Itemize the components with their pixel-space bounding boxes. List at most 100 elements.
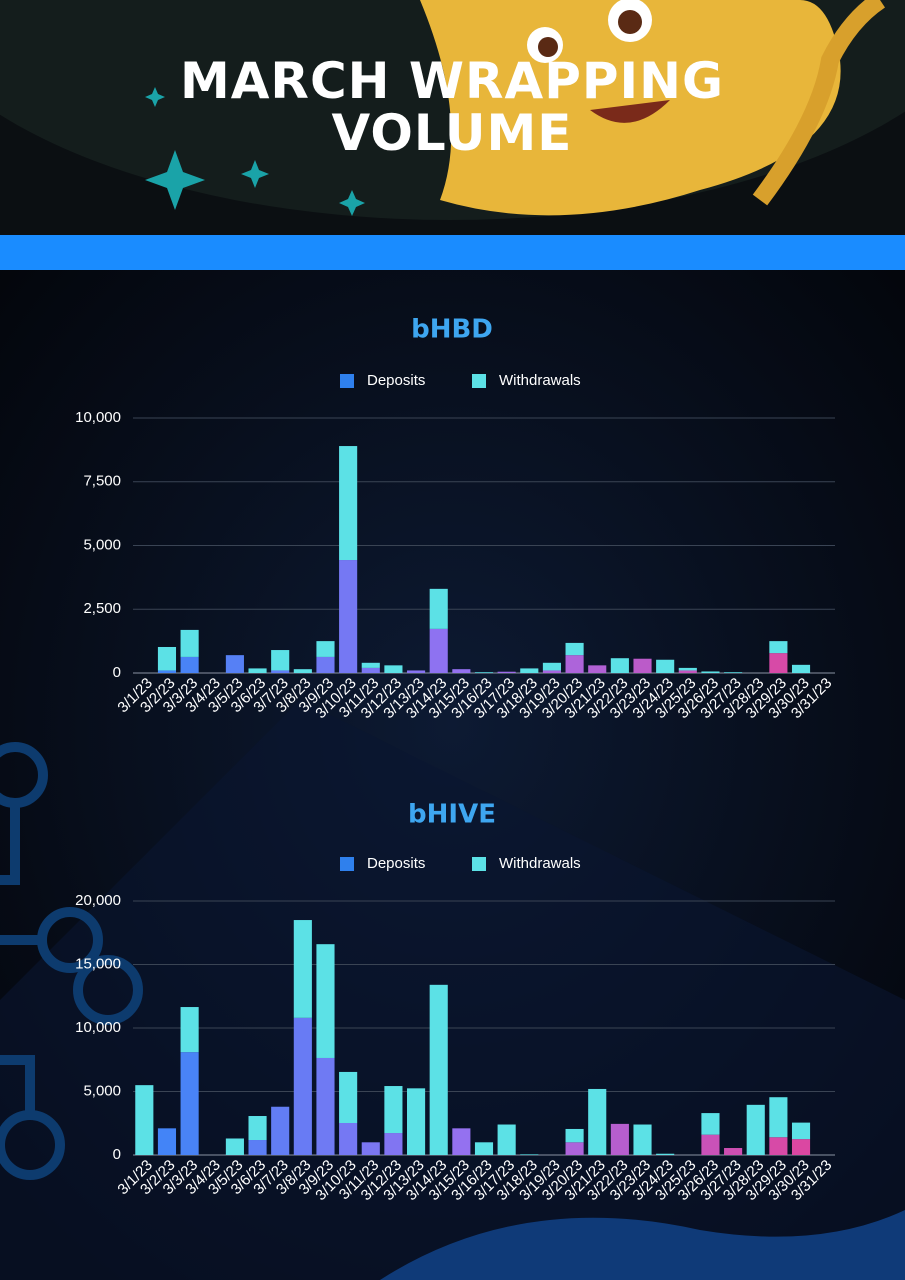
bar-segment	[157, 646, 177, 671]
bar-segment	[588, 665, 607, 673]
bar-segment	[746, 1104, 765, 1155]
bar-segment	[248, 668, 267, 673]
bar-segment	[633, 658, 652, 673]
bar-segment	[339, 1122, 358, 1155]
y-tick-label: 2,500	[83, 600, 121, 617]
bar-segment	[316, 1057, 335, 1155]
bar-segment	[610, 658, 629, 673]
bar-segment	[293, 1017, 312, 1155]
chart-title: bHBD	[411, 315, 493, 345]
bar-segment	[248, 1116, 267, 1141]
hero-art	[0, 0, 905, 220]
bar-segment	[157, 1128, 177, 1155]
bar-segment	[791, 1139, 811, 1155]
accent-band	[0, 235, 905, 270]
bar-segment	[180, 629, 199, 657]
bar-segment	[565, 1128, 584, 1143]
bar-segment	[135, 1085, 154, 1155]
bar-segment	[384, 665, 403, 673]
y-tick-label: 20,000	[75, 892, 121, 909]
bar-segment	[339, 560, 358, 673]
bar-segment	[429, 588, 448, 629]
y-tick-label: 0	[113, 1146, 121, 1163]
bar-segment	[656, 1153, 675, 1155]
bar-segment	[384, 1133, 403, 1155]
bar-segment	[361, 1142, 380, 1155]
bar-segment	[180, 656, 199, 673]
bar-segment	[316, 641, 335, 657]
bar-segment	[588, 1088, 607, 1155]
bar-segment	[701, 1113, 720, 1135]
bar-segment	[225, 1138, 244, 1155]
bar-segment	[769, 641, 788, 654]
bar-segment	[316, 656, 335, 673]
bar-segment	[610, 1123, 629, 1155]
bar-segment	[791, 664, 811, 673]
page-title: MARCH WRAPPING VOLUME	[179, 52, 725, 162]
bar-segment	[429, 984, 448, 1155]
bar-segment	[497, 1124, 516, 1155]
bar-segment	[724, 672, 743, 673]
bar-segment	[633, 1124, 652, 1155]
bar-segment	[542, 662, 561, 671]
legend-label: Deposits	[367, 855, 425, 872]
bar-segment	[678, 670, 697, 673]
bar-segment	[316, 944, 335, 1058]
bar-segment	[180, 1007, 199, 1053]
bar-segment	[157, 670, 177, 673]
bar-segment	[701, 1134, 720, 1155]
bar-segment	[248, 1140, 267, 1155]
legend-swatch	[340, 374, 354, 388]
bar-segment	[474, 672, 494, 673]
bar-segment	[769, 1097, 788, 1138]
chart: bHIVE Deposits Withdrawals 0 5,000 10,000 15,0…	[75, 800, 835, 1205]
y-tick-label: 5,000	[83, 536, 121, 553]
bar-segment	[225, 655, 244, 673]
bar-segment	[271, 650, 290, 671]
bar-segment	[542, 670, 561, 673]
y-tick-label: 10,000	[75, 409, 121, 426]
bar-segment	[769, 653, 788, 673]
bar-segment	[384, 1086, 403, 1134]
bar-segment	[339, 1071, 358, 1123]
bar-segment	[452, 669, 471, 673]
legend-label: Withdrawals	[499, 372, 581, 389]
bar-segment	[565, 655, 584, 673]
legend-label: Withdrawals	[499, 855, 581, 872]
bar-segment	[565, 642, 584, 656]
bar-segment	[180, 1052, 199, 1155]
legend-swatch	[340, 857, 354, 871]
bar-segment	[293, 920, 312, 1018]
y-tick-label: 7,500	[83, 473, 121, 490]
y-tick-label: 5,000	[83, 1082, 121, 1099]
hero-banner: MARCH WRAPPING VOLUME	[0, 0, 905, 235]
bar-segment	[407, 670, 426, 673]
bar-segment	[339, 446, 358, 561]
bar-segment	[271, 670, 290, 673]
legend-label: Deposits	[367, 372, 425, 389]
bar-segment	[791, 1122, 811, 1140]
bar-segment	[656, 659, 675, 673]
bar-segment	[769, 1137, 788, 1155]
legend-swatch	[472, 857, 486, 871]
bar-segment	[724, 1148, 743, 1155]
bar-segment	[497, 671, 516, 673]
bar-segment	[407, 1088, 426, 1155]
bar-segment	[361, 662, 380, 668]
chart: bHBD Deposits Withdrawals 0 2,500 5,000 7,500 1…	[75, 315, 835, 723]
bar-segment	[565, 1142, 584, 1155]
bar-segment	[474, 1142, 494, 1155]
bar-segment	[520, 668, 539, 673]
y-tick-label: 10,000	[75, 1019, 121, 1036]
legend-swatch	[472, 374, 486, 388]
bar-segment	[271, 1106, 290, 1155]
chart-title: bHIVE	[408, 800, 496, 830]
bar-segment	[361, 667, 380, 673]
bar-segment	[429, 628, 448, 673]
bar-segment	[520, 1154, 539, 1155]
y-tick-label: 0	[113, 664, 121, 681]
bar-segment	[701, 671, 720, 673]
bar-segment	[452, 1128, 471, 1155]
y-tick-label: 15,000	[75, 955, 121, 972]
